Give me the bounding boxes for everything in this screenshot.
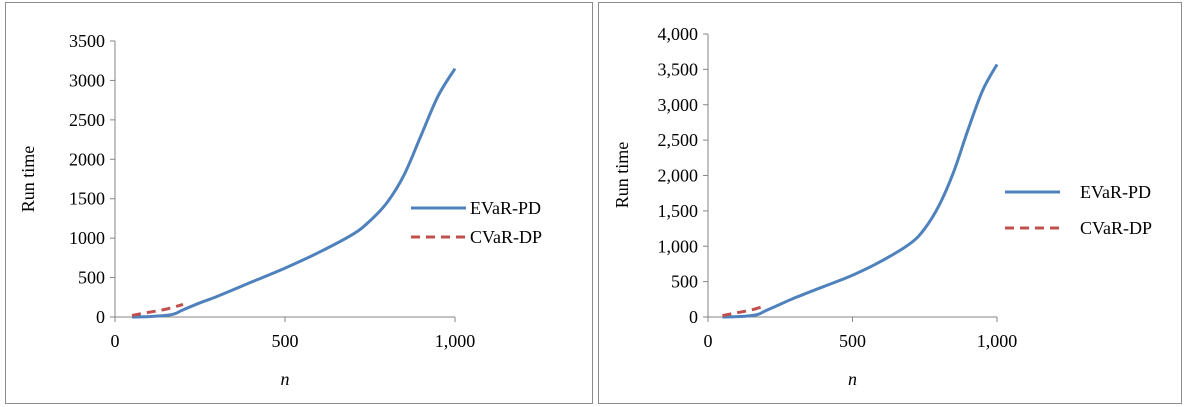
y-tick-label: 3,500 xyxy=(658,59,699,79)
y-axis-label: Run time xyxy=(612,142,632,209)
y-tick-label: 3,000 xyxy=(658,95,699,115)
legend-label-cvar-dp: CVaR-DP xyxy=(1080,218,1152,238)
y-tick-label: 0 xyxy=(689,307,698,327)
x-tick-label: 0 xyxy=(111,331,120,351)
y-tick-label: 500 xyxy=(671,272,698,292)
y-tick-label: 1500 xyxy=(69,189,105,209)
chart-panel-left: 0 500 1000 1500 2000 2500 3000 3500 0 500 1,000 Run… xyxy=(5,2,593,404)
x-tick-label: 500 xyxy=(839,331,866,351)
y-tick-label: 1000 xyxy=(69,228,105,248)
y-tick-label: 1,000 xyxy=(658,236,699,256)
chart-right: 0 500 1,000 1,500 2,000 2,500 3,000 3,500 4,000 0… xyxy=(612,24,1152,389)
y-tick-label: 4,000 xyxy=(658,24,699,44)
y-tick-label: 0 xyxy=(96,307,105,327)
series-line-evar-pd xyxy=(131,67,457,319)
legend-label-evar-pd: EVaR-PD xyxy=(1080,182,1151,202)
y-axis-label: Run time xyxy=(18,146,38,213)
y-tick-label: 3500 xyxy=(69,31,105,51)
y-tick-label: 2000 xyxy=(69,149,105,169)
x-tick-label: 1,000 xyxy=(435,331,476,351)
x-tick-label: 0 xyxy=(704,331,713,351)
x-tick-label: 500 xyxy=(272,331,299,351)
y-tick-label: 2,500 xyxy=(658,130,699,150)
x-axis-label: n xyxy=(281,369,290,389)
x-tick-label: 1,000 xyxy=(977,331,1018,351)
y-tick-label: 3000 xyxy=(69,70,105,90)
y-tick-label: 500 xyxy=(78,268,105,288)
series-line-cvar-dp xyxy=(722,304,767,318)
chart-panel-right: 0 500 1,000 1,500 2,000 2,500 3,000 3,500 4,000 0… xyxy=(598,2,1182,404)
y-tick-label: 1,500 xyxy=(658,201,699,221)
y-tick-label: 2500 xyxy=(69,110,105,130)
chart-left: 0 500 1000 1500 2000 2500 3000 3500 0 500 1,000 Run… xyxy=(18,31,542,389)
legend-label-cvar-dp: CVaR-DP xyxy=(470,227,542,247)
legend-label-evar-pd: EVaR-PD xyxy=(470,198,541,218)
series-line-evar-pd xyxy=(722,63,999,319)
y-tick-label: 2,000 xyxy=(658,166,699,186)
x-axis-label: n xyxy=(848,369,857,389)
series-line-cvar-dp xyxy=(131,302,184,317)
